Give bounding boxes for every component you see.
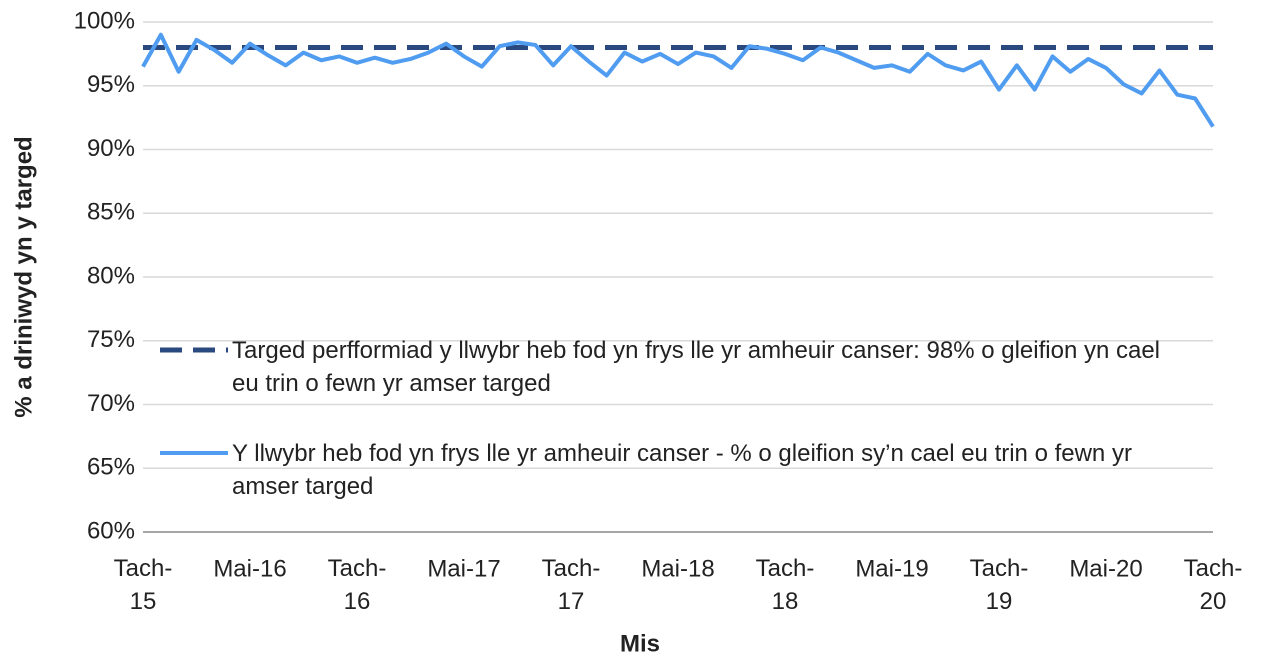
x-tick-label: Tach- 19 [970,555,1029,615]
x-tick-label-line: 19 [986,588,1013,615]
x-tick-label: Mai-18 [641,555,714,582]
y-tick-label: 75% [87,326,135,353]
x-tick-label-line: Tach- [328,555,387,582]
y-tick-label: 95% [87,71,135,98]
x-tick-label-line: Tach- [114,555,173,582]
y-tick-label: 100% [74,7,135,34]
x-tick-label-line: Tach- [970,555,1029,582]
x-tick-label-line: 18 [772,588,799,615]
x-tick-label-line: Tach- [756,555,815,582]
x-tick-label: Mai-17 [427,555,500,582]
y-axis-title: % a driniwyd yn y targed [10,136,37,417]
x-tick-label: Tach- 18 [756,555,815,615]
legend-label: Targed perfformiad y llwybr heb fod yn f… [232,337,1160,397]
x-tick-label: Mai-16 [213,555,286,582]
x-tick-label: Tach- 20 [1184,555,1243,615]
x-tick-label: Tach- 17 [542,555,601,615]
x-tick-label: Tach- 16 [328,555,387,615]
y-tick-label: 65% [87,454,135,481]
y-tick-label: 60% [87,517,135,544]
data-line [141,32,1215,128]
y-tick-label: 80% [87,262,135,289]
x-tick-label-line: 16 [344,588,371,615]
y-tick-label: 90% [87,135,135,162]
y-tick-label: 70% [87,390,135,417]
x-tick-label: Mai-19 [855,555,928,582]
x-tick-label: Tach- 15 [114,555,173,615]
x-tick-label-line: 15 [130,588,157,615]
x-tick-label: Mai-20 [1069,555,1142,582]
x-axis-title: Mis [620,630,660,657]
x-tick-label-line: Tach- [542,555,601,582]
y-tick-label: 85% [87,199,135,226]
x-tick-label-line: 17 [558,588,585,615]
legend-label: Y llwybr heb fod yn frys lle yr amheuir … [232,440,1132,500]
x-tick-label-line: 20 [1200,588,1227,615]
x-tick-label-line: Tach- [1184,555,1243,582]
